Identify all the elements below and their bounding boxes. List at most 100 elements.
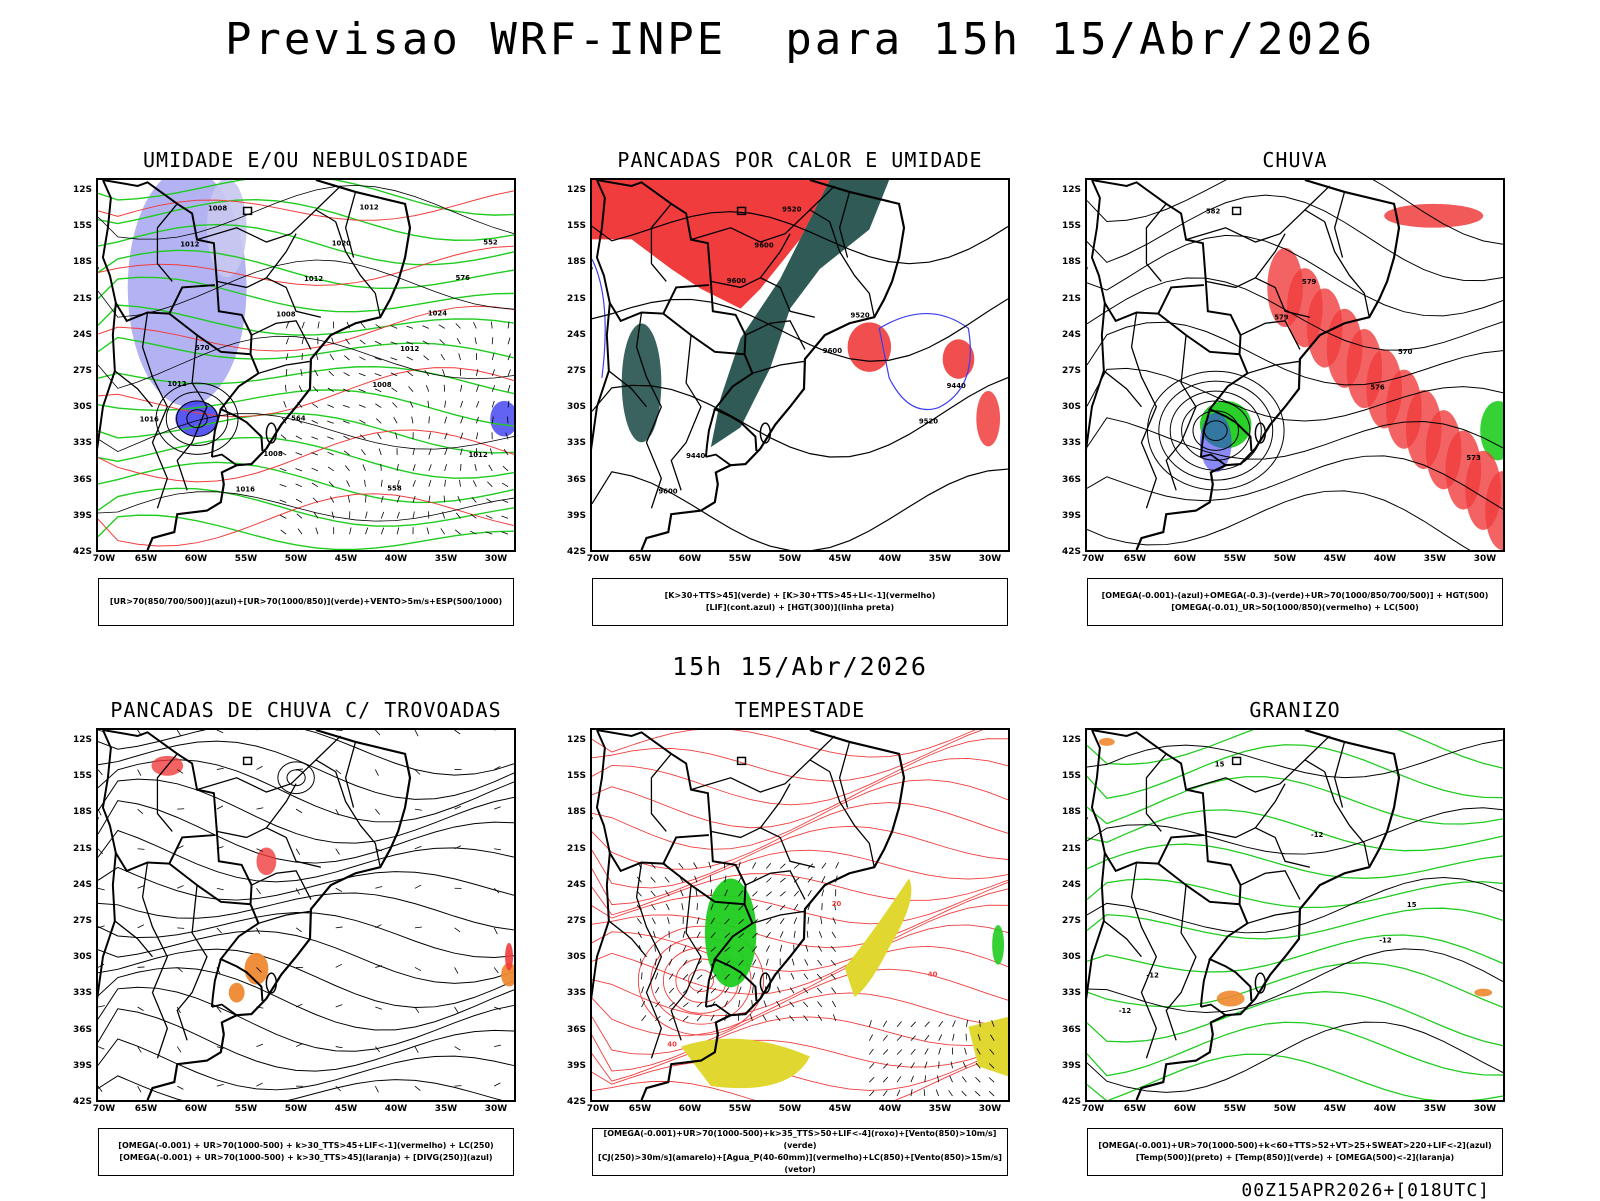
shaded-area xyxy=(1099,738,1115,746)
state-border xyxy=(1166,885,1196,1040)
wind-vector xyxy=(177,886,183,889)
latitude-label: 24S xyxy=(1062,880,1081,890)
wind-vector xyxy=(445,417,447,424)
wind-vector xyxy=(473,480,476,486)
wind-vector xyxy=(256,1083,262,1086)
wind-vector xyxy=(445,464,447,471)
country-border xyxy=(1092,180,1204,321)
wind-vector xyxy=(407,372,413,376)
wind-vector xyxy=(752,891,757,896)
shaded-area xyxy=(976,391,1000,446)
wind-vector xyxy=(98,770,102,775)
jet-stream-area xyxy=(968,1017,1008,1076)
longitude-label: 55W xyxy=(235,554,257,564)
wind-vector xyxy=(296,928,302,932)
wind-vector xyxy=(966,1020,967,1027)
latitude-label: 21S xyxy=(567,294,586,304)
wind-vector xyxy=(177,1047,181,1053)
wind-vector xyxy=(311,437,317,439)
wind-vector xyxy=(361,323,365,328)
contour-line xyxy=(98,414,514,452)
latitude-label: 39S xyxy=(1062,1061,1081,1071)
wind-vector xyxy=(217,806,223,809)
main-title: Previsao WRF-INPE para 15h 15/Abr/2026 xyxy=(0,14,1600,65)
contour-line xyxy=(98,438,514,479)
wind-vector xyxy=(296,484,302,487)
wind-vector xyxy=(794,891,799,896)
wind-vector xyxy=(336,849,340,855)
contour-label: 1008 xyxy=(276,311,295,319)
country-border xyxy=(103,730,262,1001)
wind-vector xyxy=(429,416,430,423)
wind-vector xyxy=(642,987,644,994)
wind-vector xyxy=(836,862,839,868)
state-border xyxy=(177,885,207,1040)
contour-label: 9600 xyxy=(823,347,842,355)
longitude-label: 70W xyxy=(1082,554,1104,564)
wind-vector xyxy=(804,1015,808,1020)
wind-vector xyxy=(911,1089,912,1096)
wind-vector xyxy=(911,1049,915,1054)
longitude-label: 65W xyxy=(629,1104,651,1114)
longitude-label: 50W xyxy=(285,554,307,564)
wind-vector xyxy=(764,1001,766,1007)
wind-vector xyxy=(296,499,302,502)
precipitable-water-contours xyxy=(592,730,1008,1100)
wind-vector xyxy=(694,862,697,868)
country-border xyxy=(1092,730,1251,1001)
legend-line-1: [OMEGA(-0.001) + UR>70(1000-500) + k>30_… xyxy=(118,1140,493,1152)
wind-vector xyxy=(822,890,824,897)
wind-vector xyxy=(426,385,429,391)
wind-vector xyxy=(336,927,343,928)
latitude-label: 21S xyxy=(567,844,586,854)
wind-vector xyxy=(415,885,421,888)
wind-vector xyxy=(413,448,415,455)
latitude-label: 27S xyxy=(1062,916,1081,926)
panel-legend: [OMEGA(-0.001)+UR>70(1000-500)+k<60+TTS>… xyxy=(1087,1128,1503,1176)
wind-vector xyxy=(375,389,381,392)
longitude-label: 40W xyxy=(1374,554,1396,564)
wind-vector xyxy=(455,1086,462,1087)
geography-layer xyxy=(98,730,410,1100)
wind-vector xyxy=(256,766,262,769)
longitude-label: 60W xyxy=(1174,1104,1196,1114)
latitude-label: 24S xyxy=(567,880,586,890)
contour-label: 1012 xyxy=(400,345,419,353)
longitude-label: 60W xyxy=(679,1104,701,1114)
wind-vector xyxy=(285,385,286,392)
contour-label: 40 xyxy=(928,970,938,978)
wind-vector xyxy=(348,496,349,503)
wind-vector xyxy=(975,1091,980,1096)
longitude-label: 60W xyxy=(1174,554,1196,564)
wind-vector xyxy=(329,371,334,376)
shaded-area xyxy=(705,878,757,987)
wind-vector xyxy=(697,903,698,910)
longitude-label: 65W xyxy=(1124,554,1146,564)
wind-vector xyxy=(975,1077,980,1082)
wind-vector xyxy=(138,1007,144,1011)
contour-line xyxy=(1087,745,1503,799)
wind-vector xyxy=(486,515,492,518)
contour-label: 1008 xyxy=(208,205,227,213)
latitude-label: 33S xyxy=(1062,988,1081,998)
contour-label: 9520 xyxy=(782,206,801,214)
wind-vector xyxy=(378,433,382,439)
wind-vector xyxy=(397,512,399,519)
country-border xyxy=(103,730,215,871)
legend-line-1: [K>30+TTS>45](verde) + [K>30+TTS>45+LI<-… xyxy=(665,590,936,602)
shaded-area xyxy=(1474,989,1492,997)
wind-vector xyxy=(655,959,656,966)
wind-vector xyxy=(359,373,365,376)
wind-vector xyxy=(445,449,447,455)
wind-vector xyxy=(365,528,367,535)
latitude-label: 24S xyxy=(73,330,92,340)
country-border xyxy=(1201,959,1210,1007)
wind-vector xyxy=(138,809,143,814)
wind-vector xyxy=(924,1089,925,1096)
wind-vector xyxy=(683,1003,688,1007)
